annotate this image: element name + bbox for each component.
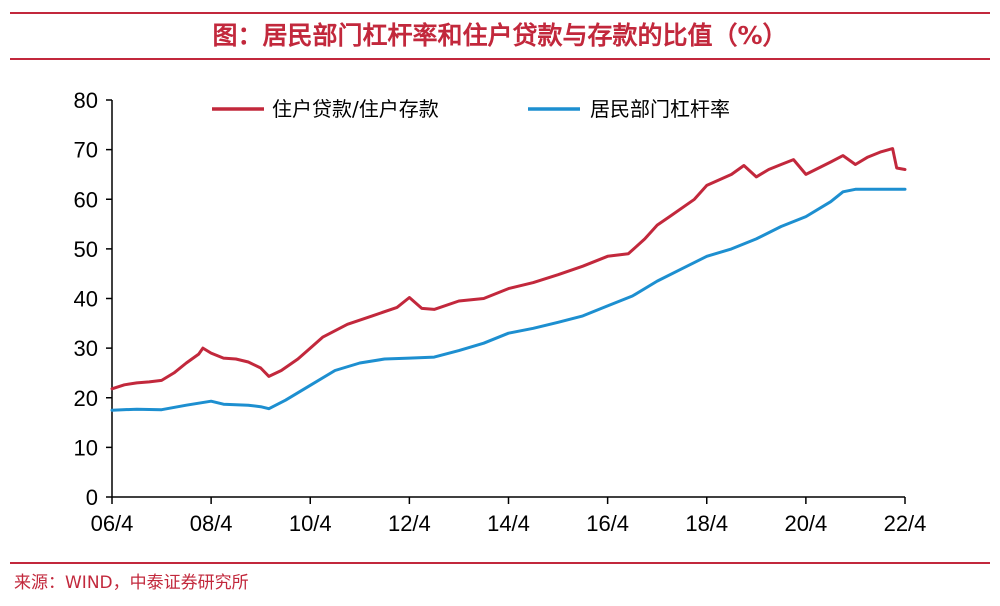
- bottom-rule: [10, 562, 990, 564]
- x-tick-label: 12/4: [388, 511, 431, 536]
- x-tick-label: 10/4: [289, 511, 332, 536]
- x-tick-label: 14/4: [487, 511, 530, 536]
- title-rule: [10, 58, 990, 60]
- x-tick-label: 08/4: [190, 511, 233, 536]
- chart-title: 图：居民部门杠杆率和住户贷款与存款的比值（%）: [212, 21, 788, 50]
- x-tick-label: 18/4: [685, 511, 728, 536]
- y-tick-label: 0: [86, 485, 98, 510]
- x-tick-label: 06/4: [91, 511, 134, 536]
- legend-label-household-leverage: 居民部门杠杆率: [590, 97, 730, 121]
- y-tick-label: 40: [74, 287, 98, 312]
- y-tick-label: 10: [74, 435, 98, 460]
- y-tick-label: 80: [74, 88, 98, 113]
- series-line-household-leverage: [110, 187, 907, 412]
- y-tick-label: 50: [74, 237, 98, 262]
- top-rule: [10, 12, 990, 14]
- y-tick-label: 60: [74, 187, 98, 212]
- y-tick-label: 30: [74, 336, 98, 361]
- y-tick-label: 70: [74, 138, 98, 163]
- x-tick-label: 22/4: [884, 511, 927, 536]
- x-tick-label: 16/4: [586, 511, 629, 536]
- series-line-loan-deposit-ratio: [110, 147, 907, 391]
- legend-label-loan-deposit-ratio: 住户贷款/住户存款: [272, 97, 439, 121]
- y-tick-label: 20: [74, 386, 98, 411]
- source-note: 来源：WIND，中泰证券研究所: [14, 573, 249, 593]
- x-tick-label: 20/4: [784, 511, 827, 536]
